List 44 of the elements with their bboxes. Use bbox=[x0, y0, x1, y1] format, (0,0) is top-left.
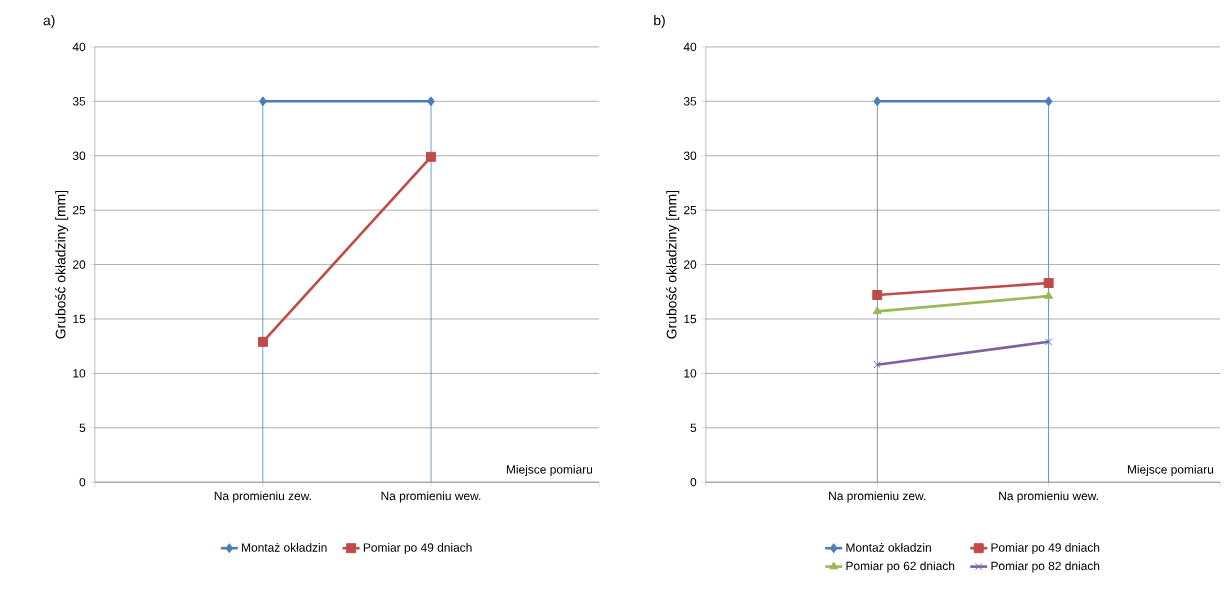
y-tick-label: 5 bbox=[79, 423, 86, 432]
y-axis-title: Grubość okładziny [mm] bbox=[55, 190, 69, 339]
point bbox=[257, 336, 268, 347]
y-tick-label: 0 bbox=[79, 477, 86, 487]
y-tick-label: 25 bbox=[684, 205, 697, 215]
legend-label: Pomiar po 62 dniach bbox=[846, 561, 955, 573]
legend-label: Pomiar po 49 dniach bbox=[363, 542, 472, 555]
point bbox=[427, 96, 435, 107]
y-tick-label: 10 bbox=[73, 369, 86, 378]
point bbox=[259, 96, 267, 107]
point bbox=[873, 96, 882, 107]
chart-title: a) bbox=[43, 15, 55, 29]
y-tick-label: 15 bbox=[684, 314, 697, 324]
point bbox=[872, 290, 883, 301]
y-tick-label: 40 bbox=[683, 42, 697, 52]
x-tick-label: Na promieniu wew. bbox=[999, 491, 1098, 503]
y-tick-label: 30 bbox=[683, 151, 697, 160]
x-axis-title: Miejsce pomiaru bbox=[1127, 464, 1214, 477]
x-tick-label: Na promieniu zew. bbox=[214, 491, 311, 503]
chart-title: b) bbox=[654, 15, 665, 29]
legend-label: Pomiar po 49 dniach bbox=[991, 542, 1100, 555]
y-tick-label: 35 bbox=[72, 97, 86, 106]
point bbox=[1044, 96, 1053, 107]
x-axis-title: Miejsce pomiaru bbox=[506, 464, 593, 477]
legend-label: Pomiar po 82 dniach bbox=[991, 561, 1100, 573]
point bbox=[873, 361, 881, 369]
y-tick-label: 40 bbox=[72, 42, 86, 52]
y-tick-label: 30 bbox=[72, 151, 86, 160]
y-tick-label: 5 bbox=[690, 423, 697, 432]
legend-label: Montaż okładzin bbox=[846, 542, 931, 552]
legend-label: Montaż okładzin bbox=[242, 542, 327, 552]
x-tick-label: Na promieniu zew. bbox=[829, 491, 926, 503]
point bbox=[425, 151, 436, 162]
point bbox=[1043, 278, 1054, 289]
y-tick-label: 35 bbox=[683, 97, 697, 106]
y-tick-label: 20 bbox=[73, 260, 86, 269]
x-tick-label: Na promieniu wew. bbox=[381, 491, 481, 503]
y-tick-label: 25 bbox=[73, 205, 86, 215]
y-axis-title: Grubość okładziny [mm] bbox=[666, 190, 680, 339]
y-tick-label: 10 bbox=[684, 369, 697, 378]
point bbox=[1044, 338, 1053, 346]
y-tick-label: 20 bbox=[684, 260, 697, 269]
y-tick-label: 0 bbox=[690, 477, 697, 487]
y-tick-label: 15 bbox=[73, 314, 86, 324]
